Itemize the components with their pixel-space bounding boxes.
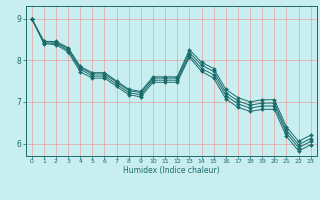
X-axis label: Humidex (Indice chaleur): Humidex (Indice chaleur) — [123, 166, 220, 175]
